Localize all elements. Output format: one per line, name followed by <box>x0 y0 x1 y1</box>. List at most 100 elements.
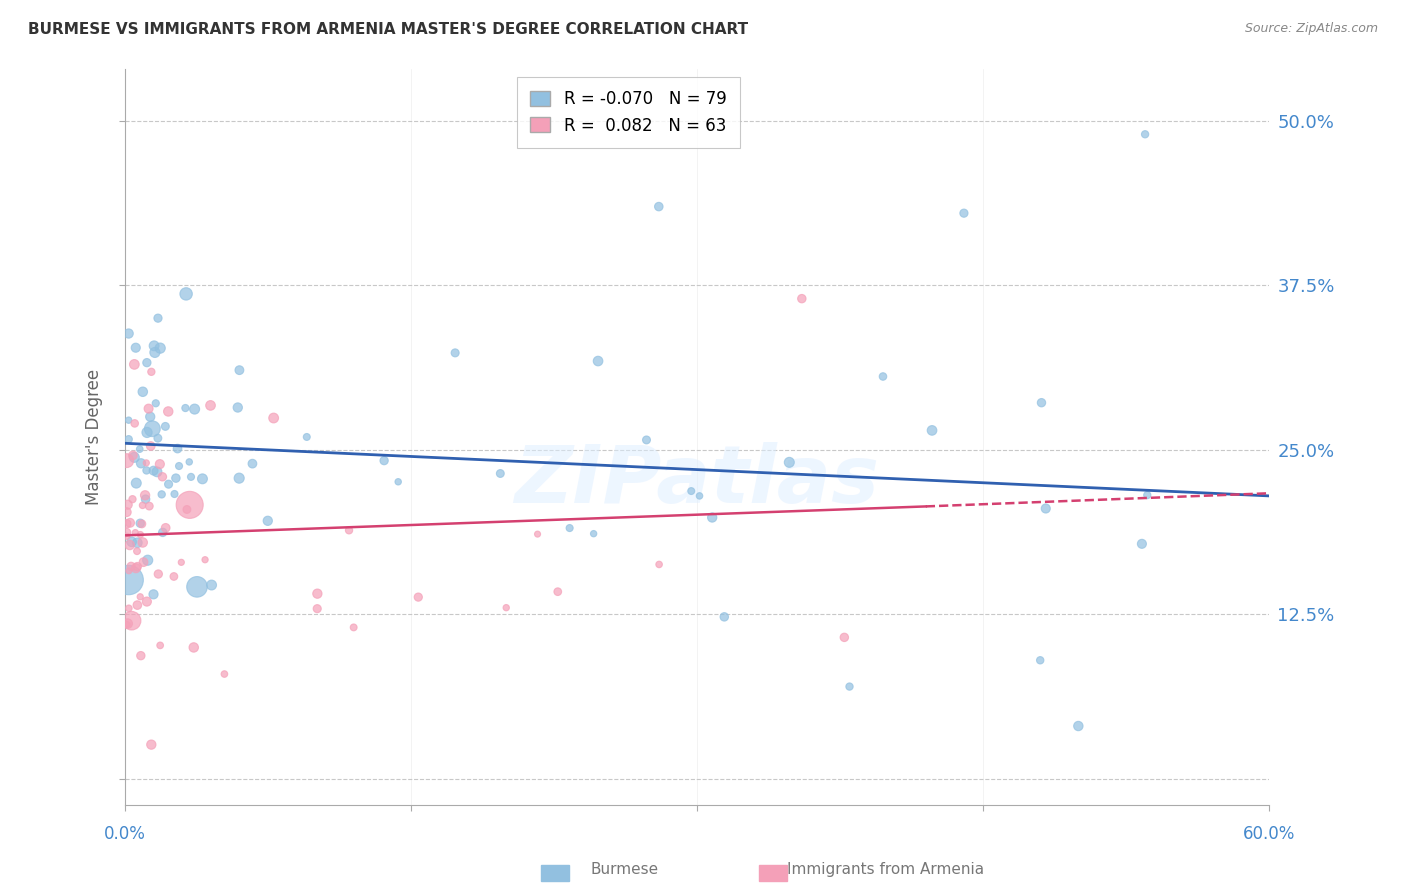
Point <box>129 516 152 531</box>
Point <box>226 401 249 415</box>
Point <box>145 396 167 410</box>
Point <box>125 341 148 355</box>
Point <box>180 470 202 484</box>
Point <box>157 477 180 491</box>
Point <box>135 356 157 370</box>
Point <box>191 472 214 486</box>
Point <box>648 200 671 214</box>
Point <box>146 311 169 326</box>
Point <box>149 639 172 653</box>
Text: 0.0%: 0.0% <box>104 824 146 843</box>
Point <box>149 457 172 471</box>
Point <box>495 600 517 615</box>
Point <box>117 498 139 512</box>
Point <box>838 680 860 694</box>
Point <box>134 488 156 502</box>
Point <box>337 524 360 538</box>
Point <box>118 601 141 615</box>
Point <box>834 631 856 645</box>
Point <box>135 594 157 608</box>
Point <box>636 433 658 447</box>
Point <box>179 455 201 469</box>
Point <box>135 463 157 477</box>
Point <box>582 526 605 541</box>
Point <box>124 417 146 431</box>
Text: ZIPatlas: ZIPatlas <box>515 442 879 520</box>
Point <box>141 365 163 379</box>
Point <box>139 439 162 453</box>
Point <box>120 559 142 574</box>
Point <box>406 590 429 604</box>
Point <box>163 487 186 501</box>
Point <box>163 569 186 583</box>
Point <box>214 667 236 681</box>
Point <box>547 584 569 599</box>
Point <box>689 489 711 503</box>
Point <box>228 363 250 377</box>
Point <box>142 587 165 601</box>
Point <box>135 456 157 470</box>
Point <box>1130 537 1153 551</box>
Legend: R = -0.070   N = 79, R =  0.082   N = 63: R = -0.070 N = 79, R = 0.082 N = 63 <box>517 77 740 148</box>
Point <box>129 527 152 541</box>
Point <box>129 590 152 604</box>
Point <box>132 555 155 569</box>
Point <box>1133 128 1156 142</box>
Point <box>141 738 163 752</box>
Point <box>872 369 894 384</box>
Point <box>167 458 190 473</box>
Point <box>681 484 703 499</box>
Point <box>166 442 188 456</box>
Point <box>124 450 146 465</box>
Point <box>152 525 174 540</box>
Point <box>387 475 409 489</box>
Point <box>1029 653 1052 667</box>
Point <box>155 521 177 535</box>
Point <box>117 573 139 587</box>
Point <box>1031 395 1053 409</box>
Point <box>149 341 172 355</box>
Point <box>307 587 329 601</box>
Point <box>131 516 153 531</box>
Point <box>148 567 170 582</box>
Point <box>157 404 180 418</box>
Point <box>170 555 193 569</box>
Point <box>127 559 149 574</box>
Point <box>179 498 201 512</box>
Text: BURMESE VS IMMIGRANTS FROM ARMENIA MASTER'S DEGREE CORRELATION CHART: BURMESE VS IMMIGRANTS FROM ARMENIA MASTE… <box>28 22 748 37</box>
Point <box>132 384 155 399</box>
Point <box>146 431 169 445</box>
Point <box>115 617 138 632</box>
Point <box>115 516 138 531</box>
Point <box>115 529 138 543</box>
Point <box>921 424 943 438</box>
Point <box>142 464 165 478</box>
Point <box>136 553 159 567</box>
Point <box>176 502 198 516</box>
Point <box>295 430 318 444</box>
Point <box>129 456 152 470</box>
Point <box>174 286 197 301</box>
Point <box>444 346 467 360</box>
Point <box>141 422 163 436</box>
Point <box>117 413 139 427</box>
Point <box>713 610 735 624</box>
Point <box>953 206 976 220</box>
Point <box>183 640 205 655</box>
Point <box>117 326 139 341</box>
Point <box>200 578 222 592</box>
Point <box>143 339 166 353</box>
Point <box>117 432 139 446</box>
Point <box>129 648 152 663</box>
Text: 60.0%: 60.0% <box>1243 824 1295 843</box>
Text: Source: ZipAtlas.com: Source: ZipAtlas.com <box>1244 22 1378 36</box>
Point <box>165 471 187 485</box>
Point <box>127 598 149 612</box>
Point <box>702 510 724 524</box>
Point <box>174 401 197 415</box>
Point <box>115 525 138 540</box>
Point <box>124 525 146 540</box>
Point <box>138 401 160 416</box>
Point <box>120 516 142 530</box>
Point <box>242 457 264 471</box>
